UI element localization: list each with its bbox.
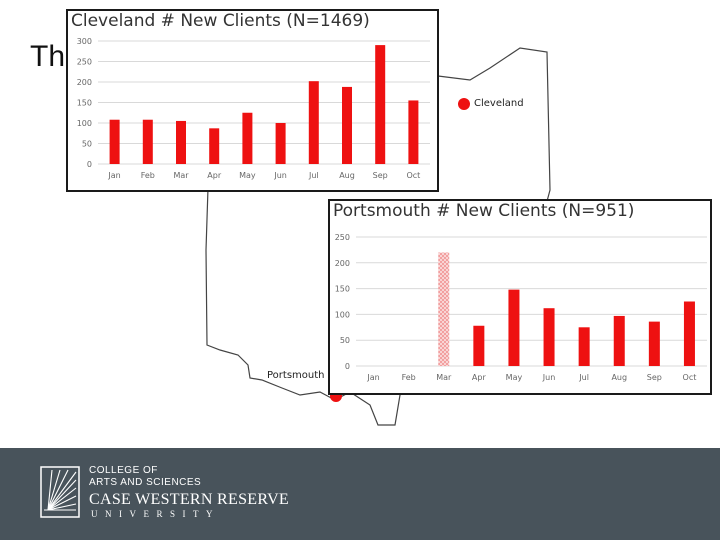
portsmouth-chart-plot: 0 50 100 150 200 250 Jan Feb Mar Apr May Jun Jul Aug S… [335,233,707,382]
sunburst-logo-icon [40,466,80,518]
bar-aug [342,86,352,164]
y-tick-label: 150 [335,285,350,294]
bar-mar [176,120,186,164]
x-tick-label: Aug [339,171,355,180]
bar-jul [578,327,590,366]
y-tick-label: 250 [335,233,350,242]
bar-apr [473,325,485,366]
x-tick-label: Jul [308,171,319,180]
y-tick-label: 200 [335,259,350,268]
bar-oct [408,100,419,164]
college-name-line1: COLLEGE OF [89,465,158,476]
x-tick-label: May [239,171,256,180]
y-tick-label: 300 [77,37,92,46]
x-tick-label: Jun [542,373,556,382]
x-tick-label: Oct [683,373,697,382]
university-wordmark: UNIVERSITY [91,509,220,519]
footer-bar: COLLEGE OF ARTS AND SCIENCES CASE WESTER… [0,448,720,540]
city-marker-cleveland [458,98,470,110]
bar-may [508,289,520,366]
x-tick-label: Sep [647,373,662,382]
bar-oct [683,301,695,366]
bar-jun [543,308,555,366]
bar-jan [109,119,120,164]
city-label-portsmouth: Portsmouth [267,370,325,381]
university-name: CASE WESTERN RESERVE [89,491,289,508]
y-tick-label: 250 [77,58,92,67]
bar-mar [438,252,450,366]
bar-may [242,112,253,164]
y-tick-label: 50 [82,140,92,149]
ohio-state-outline [205,47,551,426]
x-tick-label: Jan [107,171,120,180]
x-tick-label: Feb [402,373,416,382]
y-tick-label: 100 [335,310,350,319]
slide-title: Th [30,40,66,73]
x-tick-label: May [506,373,523,382]
bar-feb [142,119,153,164]
x-tick-label: Mar [173,171,189,180]
y-tick-label: 50 [340,336,350,345]
bar-jun [275,123,286,164]
y-tick-label: 150 [77,99,92,108]
cleveland-chart-plot: 0 50 100 150 200 250 300 Jan Feb Mar Apr May Jun Jul A… [77,37,430,180]
x-tick-label: Sep [373,171,388,180]
y-tick-label: 200 [77,78,92,87]
x-tick-label: Oct [406,171,420,180]
portsmouth-chart: Portsmouth # New Clients (N=951) 0 50 100 1… [328,199,712,395]
y-tick-label: 0 [345,362,350,371]
cleveland-chart: Cleveland # New Clients (N=1469) 0 50 100 1… [66,9,439,192]
x-tick-label: Feb [141,171,155,180]
bar-sep [648,321,660,366]
x-tick-label: Apr [472,373,487,382]
y-tick-label: 0 [87,160,92,169]
x-tick-label: Jan [366,373,379,382]
x-tick-label: Jul [578,373,589,382]
x-tick-label: Aug [611,373,627,382]
college-name-line2: ARTS AND SCIENCES [89,477,202,488]
x-tick-label: Jun [273,171,287,180]
bar-apr [209,128,220,164]
city-label-cleveland: Cleveland [474,98,524,109]
chart-title: Cleveland # New Clients (N=1469) [71,11,370,31]
bar-jul [308,81,319,164]
x-tick-label: Mar [436,373,452,382]
chart-title: Portsmouth # New Clients (N=951) [333,201,635,221]
bar-sep [375,45,386,164]
x-tick-label: Apr [207,171,222,180]
y-tick-label: 100 [77,119,92,128]
bar-aug [613,315,625,366]
